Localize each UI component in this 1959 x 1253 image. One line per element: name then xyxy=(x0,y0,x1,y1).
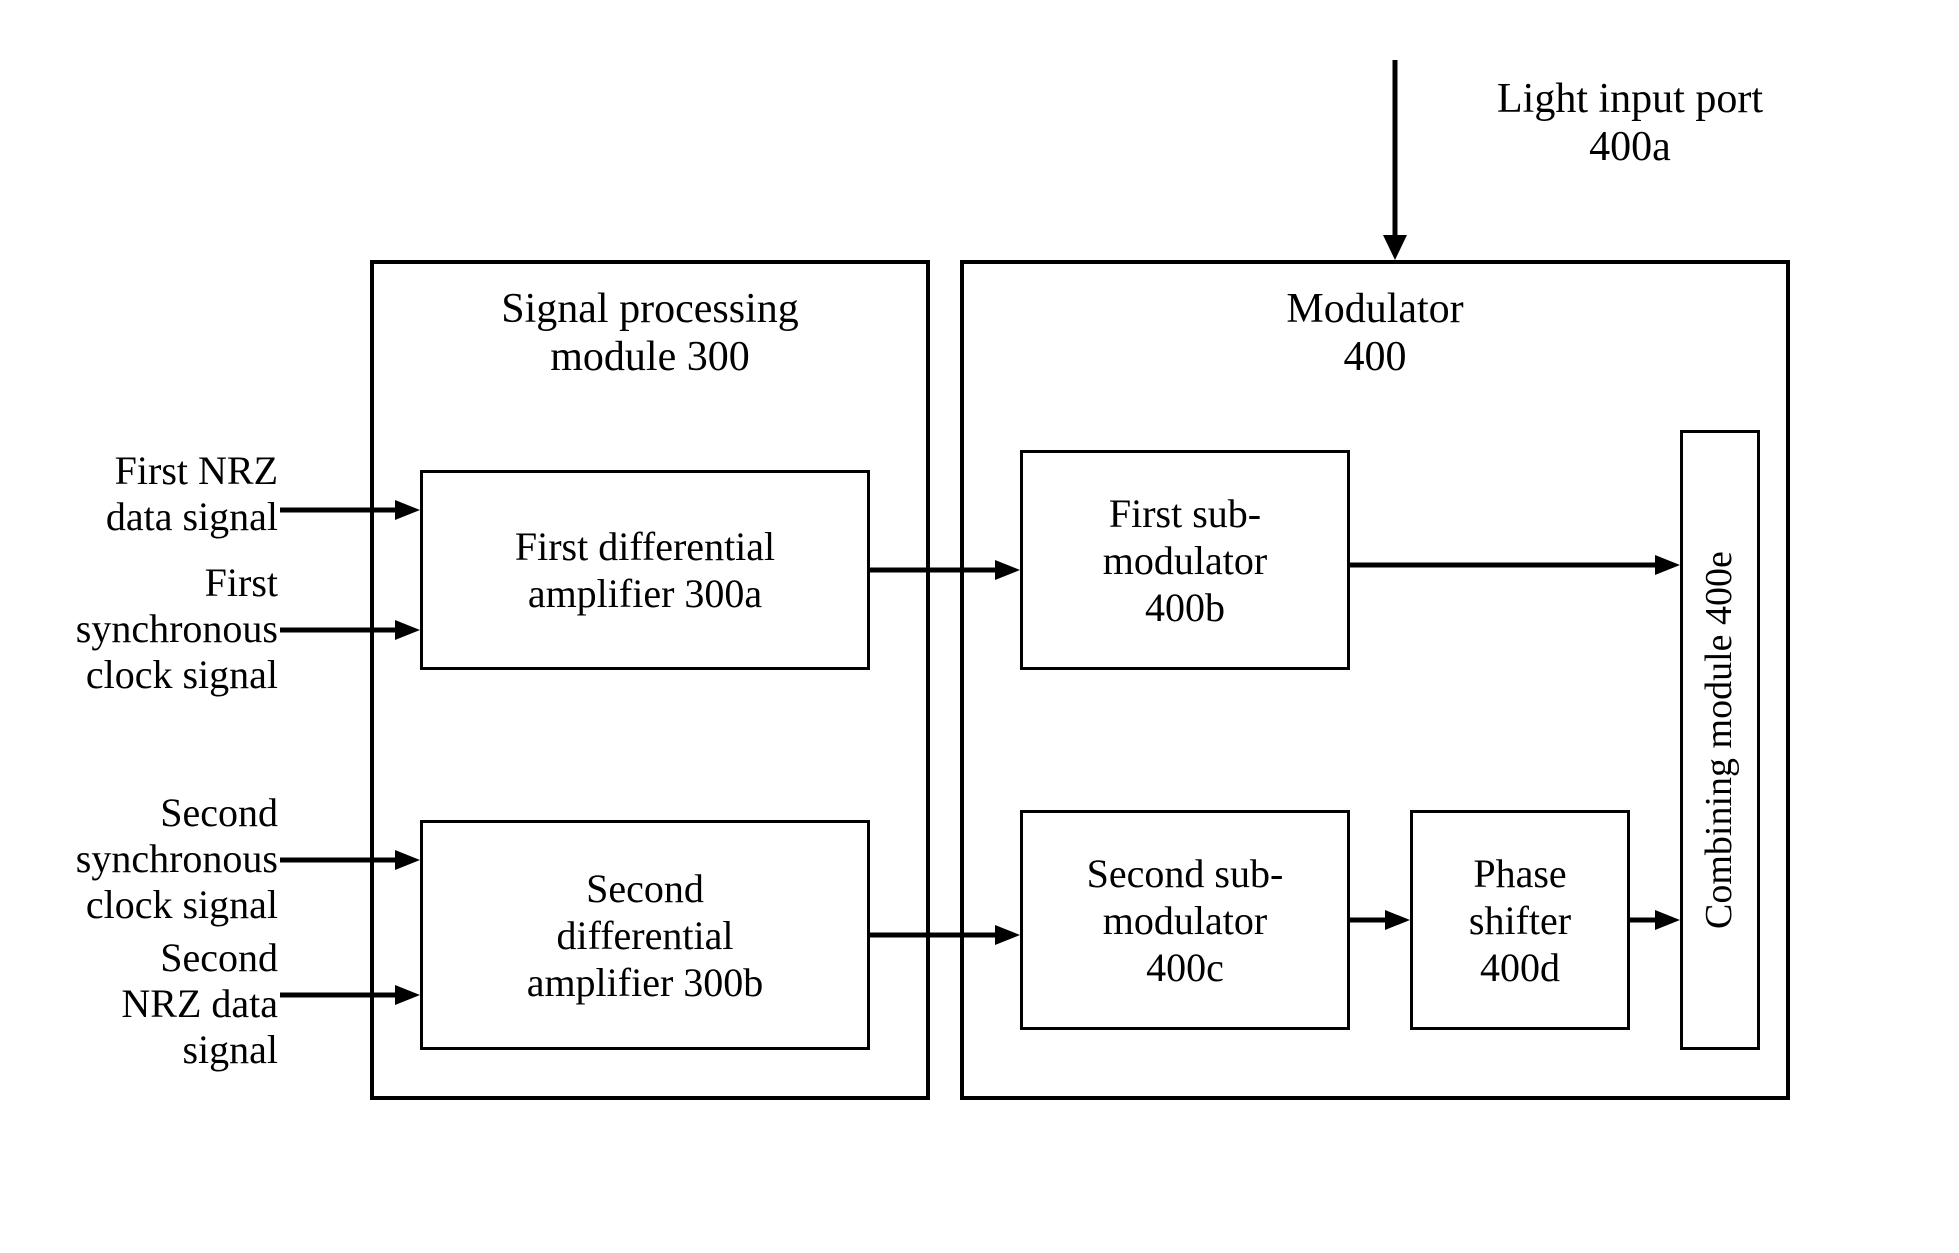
clk1-line3: clock signal xyxy=(8,652,278,698)
light-input-label: Light input port 400a xyxy=(1420,75,1840,172)
modulator-title: Modulator 400 xyxy=(960,285,1790,382)
amp2-block: Second differential amplifier 300b xyxy=(420,820,870,1050)
arrow-submod2-phase xyxy=(1350,910,1415,940)
phase-line1: Phase xyxy=(1473,850,1566,897)
arrow-amp2-submod2 xyxy=(870,925,1025,955)
submod1-line1: First sub- xyxy=(1109,490,1261,537)
arrow-clk1 xyxy=(280,620,425,650)
combining-line1: Combining module 400e xyxy=(1699,551,1741,929)
phase-block: Phase shifter 400d xyxy=(1410,810,1630,1030)
clk2-line2: synchronous xyxy=(8,836,278,882)
mod-title-2: 400 xyxy=(960,333,1790,381)
phase-line3: 400d xyxy=(1480,944,1560,991)
nrz2-label: Second NRZ data signal xyxy=(8,935,278,1073)
clk2-label: Second synchronous clock signal xyxy=(8,790,278,928)
arrow-amp1-submod1 xyxy=(870,560,1025,590)
arrow-light-input xyxy=(1375,60,1415,270)
nrz2-line2: NRZ data xyxy=(8,981,278,1027)
phase-line2: shifter xyxy=(1469,897,1571,944)
combining-block: Combining module 400e xyxy=(1680,430,1760,1050)
clk2-line3: clock signal xyxy=(8,882,278,928)
clk1-line1: First xyxy=(8,560,278,606)
submod1-block: First sub- modulator 400b xyxy=(1020,450,1350,670)
arrow-submod1-combining xyxy=(1350,555,1685,585)
amp2-line2: differential xyxy=(557,912,734,959)
submod2-line2: modulator xyxy=(1103,897,1267,944)
nrz2-line1: Second xyxy=(8,935,278,981)
amp2-line1: Second xyxy=(586,865,704,912)
submod1-line2: modulator xyxy=(1103,537,1267,584)
signal-processing-title: Signal processing module 300 xyxy=(370,285,930,382)
sp-title-2: module 300 xyxy=(370,333,930,381)
submod2-block: Second sub- modulator 400c xyxy=(1020,810,1350,1030)
nrz1-line1: First NRZ xyxy=(8,448,278,494)
arrow-clk2 xyxy=(280,850,425,880)
submod2-line3: 400c xyxy=(1146,944,1224,991)
clk1-label: First synchronous clock signal xyxy=(8,560,278,698)
amp2-line3: amplifier 300b xyxy=(527,959,764,1006)
nrz1-line2: data signal xyxy=(8,494,278,540)
submod1-line3: 400b xyxy=(1145,584,1225,631)
arrow-nrz1 xyxy=(280,500,425,530)
amp1-line2: amplifier 300a xyxy=(528,570,762,617)
clk2-line1: Second xyxy=(8,790,278,836)
nrz2-line3: signal xyxy=(8,1027,278,1073)
clk1-line2: synchronous xyxy=(8,606,278,652)
arrow-nrz2 xyxy=(280,985,425,1015)
nrz1-label: First NRZ data signal xyxy=(8,448,278,540)
amp1-block: First differential amplifier 300a xyxy=(420,470,870,670)
light-input-line2: 400a xyxy=(1420,123,1840,171)
submod2-line1: Second sub- xyxy=(1087,850,1284,897)
arrow-phase-combining xyxy=(1630,910,1685,940)
sp-title-1: Signal processing xyxy=(370,285,930,333)
mod-title-1: Modulator xyxy=(960,285,1790,333)
light-input-line1: Light input port xyxy=(1420,75,1840,123)
amp1-line1: First differential xyxy=(515,523,775,570)
